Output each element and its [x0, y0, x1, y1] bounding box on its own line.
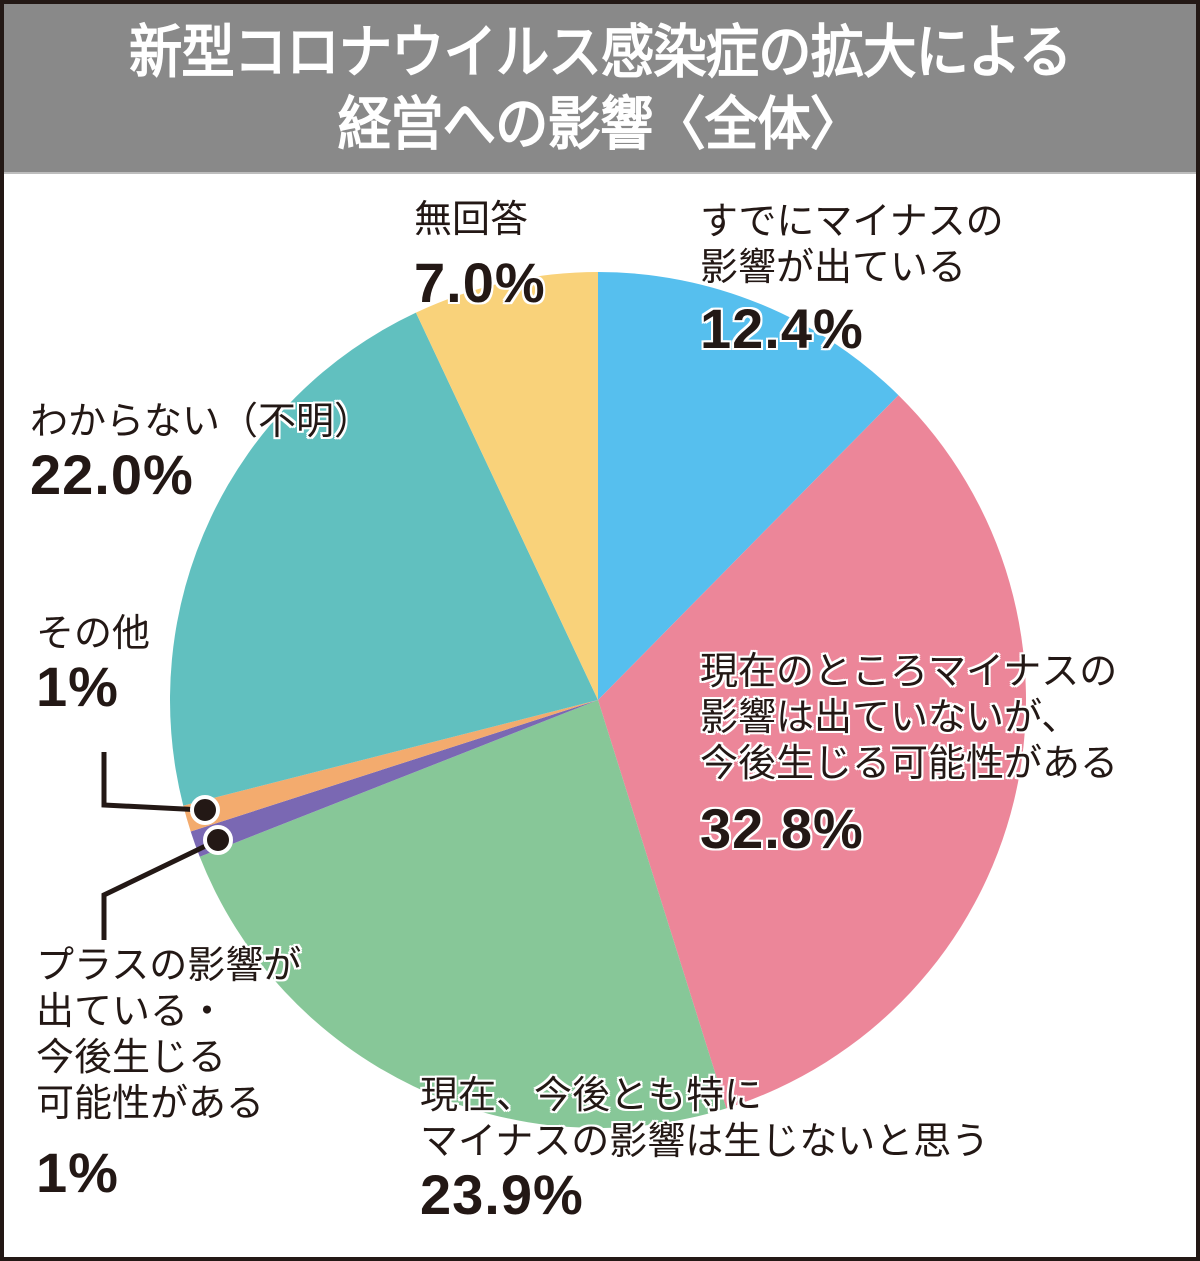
label-no-answer: 無回答 7.0% [414, 197, 546, 314]
slice-positive [190, 700, 599, 857]
label-future-negative: 現在のところマイナスの 影響は出ていないが、 今後生じる可能性がある 32.8% [700, 649, 1119, 860]
pie-slices [170, 272, 1026, 1128]
pct-other: 1% [36, 655, 119, 718]
slice-no-negative [199, 700, 727, 1128]
pct-already-negative: 12.4% [700, 297, 864, 360]
pct-positive: 1% [36, 1141, 119, 1204]
chart-title-line2: 経営への影響〈全体〉 [337, 90, 863, 158]
label-already-negative: すでにマイナスの 影響が出ている 12.4% [700, 199, 1004, 360]
label-positive: プラスの影響が 出ている・ 今後生じる 可能性がある 1% [36, 943, 302, 1204]
label-no-negative: 現在、今後とも特に マイナスの影響は生じないと思う 23.9% [420, 1073, 990, 1226]
slice-unknown [170, 312, 598, 806]
chart-title-line1: 新型コロナウイルス感染症の拡大による [128, 18, 1072, 86]
slice-future-negative [598, 395, 1026, 1109]
pct-unknown: 22.0% [30, 443, 194, 506]
pct-no-negative: 23.9% [420, 1163, 584, 1226]
leader-positive [101, 825, 233, 940]
slice-no-answer [415, 272, 598, 700]
leader-other [101, 752, 220, 825]
slice-already-negative [598, 272, 899, 700]
label-other: その他 1% [36, 611, 151, 718]
pct-no-answer: 7.0% [414, 251, 546, 314]
slice-other [183, 700, 598, 832]
label-unknown: わからない（不明） 22.0% [30, 399, 373, 506]
chart-header: 新型コロナウイルス感染症の拡大による 経営への影響〈全体〉 [4, 4, 1196, 174]
pct-future-negative: 32.8% [700, 797, 864, 860]
